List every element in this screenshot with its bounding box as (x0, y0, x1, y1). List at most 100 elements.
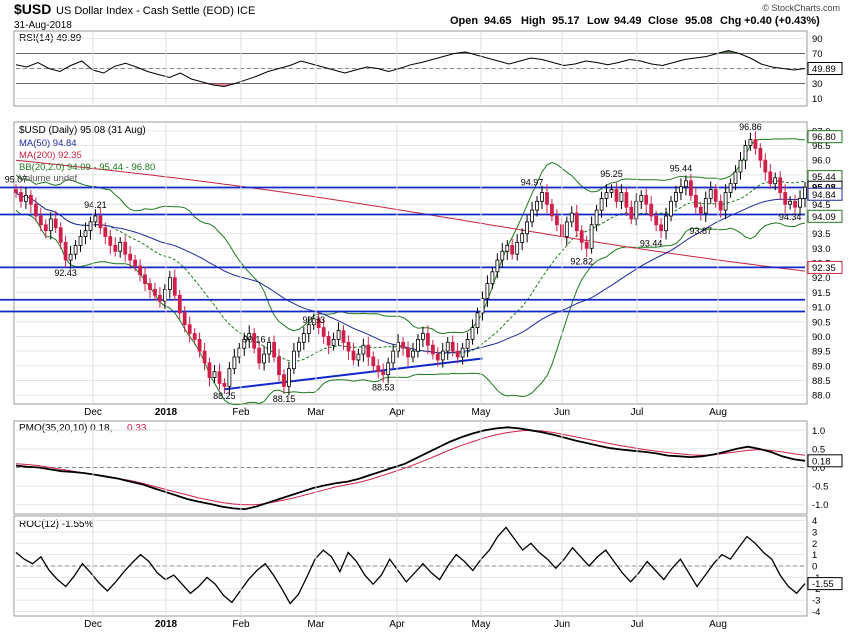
month-label: Mar (307, 407, 325, 418)
pmo-signal-legend: 0.33 (127, 423, 147, 434)
candle-body (664, 215, 668, 232)
candle-body (500, 250, 505, 261)
candle-body (73, 244, 78, 255)
candle-body (38, 215, 43, 226)
candle-body (34, 203, 38, 217)
month-label: Aug (709, 619, 727, 630)
y-tick-label: 30 (812, 79, 823, 90)
y-tick-label: 70 (812, 49, 823, 60)
candle-body (138, 265, 143, 276)
candle-body (108, 236, 113, 246)
candle-body (93, 215, 98, 223)
open-value: 94.65 (484, 15, 512, 27)
candle-body (331, 338, 336, 346)
low-label: Low (587, 15, 609, 27)
price-frame (13, 121, 808, 405)
candle-body (222, 382, 227, 387)
candle-body (128, 253, 133, 261)
price-annotation: 96.86 (739, 122, 762, 132)
candle-body (148, 283, 152, 290)
candle-body (768, 171, 773, 184)
candle-body (177, 294, 182, 314)
candle-body (689, 180, 693, 196)
price-annotation: 95.07 (5, 175, 28, 185)
candle-body (609, 189, 614, 193)
y-tick-label: 89.5 (812, 347, 831, 358)
y-tick-label: 0.0 (812, 463, 825, 474)
price-annotation: 93.87 (690, 226, 713, 236)
candle-body (341, 330, 346, 343)
price-tag-box (807, 209, 843, 223)
candle-body (748, 139, 753, 146)
y-tick-label: 1 (812, 550, 817, 561)
instrument-name: US Dollar Index - Cash Settle (EOD) ICE (56, 5, 255, 17)
price-tag: 96.80 (812, 132, 836, 143)
month-label: Jun (554, 407, 570, 418)
price-tag-box (807, 260, 843, 274)
chart-date: 31-Aug-2018 (14, 20, 72, 31)
candle-body (545, 192, 549, 205)
roc-legend: ROC(12) -1.55% (19, 519, 94, 530)
candle-body (267, 341, 272, 355)
candle-body (803, 186, 807, 199)
pmo-panel: PMO(35,20,10) 0.18, 0.33 1.0 0.5 0.0 -0.5 -1… (13, 420, 843, 515)
rsi-overbought-fill (16, 50, 805, 54)
y-tick-label: 90.0 (812, 332, 831, 343)
candle-body (470, 327, 475, 340)
y-tick-label: -0.5 (812, 482, 828, 493)
candle-body (550, 203, 554, 217)
month-label: 2018 (155, 407, 178, 418)
candle-body (579, 230, 584, 243)
y-tick-label: 91.0 (812, 303, 831, 314)
candle-body (78, 236, 83, 246)
candle-body (644, 194, 649, 205)
candle-body (247, 333, 252, 340)
y-tick-label: -4 (812, 607, 820, 618)
candle-body (237, 347, 242, 358)
y-tick-label: 90.5 (812, 317, 831, 328)
y-tick-label: 10 (812, 94, 823, 105)
roc-frame (13, 515, 808, 617)
candle-body (569, 212, 574, 223)
candle-body (535, 200, 539, 211)
price-legend-title: $USD (Daily) 95.08 (31 Aug) (19, 125, 146, 136)
candle-body (296, 341, 301, 352)
candle-body (48, 218, 53, 232)
last-value-tag-box (807, 454, 843, 468)
month-label: Apr (389, 619, 405, 630)
candle-body (262, 353, 267, 364)
candle-body (555, 215, 559, 226)
month-label: May (472, 619, 491, 630)
candle-body (619, 192, 624, 202)
candle-body (798, 197, 802, 208)
candle-body (232, 356, 237, 370)
price-annotation: 95.25 (600, 169, 623, 179)
candle-body (14, 189, 18, 193)
last-value-tag-box (807, 62, 843, 75)
candle-body (450, 341, 455, 352)
y-tick-label: 93.0 (812, 244, 831, 255)
candle-body (793, 200, 797, 208)
price-tag: 95.44 (812, 172, 836, 183)
candle-body (257, 347, 262, 364)
y-tick-label: 88.0 (812, 391, 831, 402)
candle-body (391, 350, 396, 364)
candle-body (88, 221, 93, 232)
candle-body (718, 200, 723, 211)
chg-value: +0.40 (+0.43%) (744, 15, 820, 27)
y-tick-label: 91.5 (812, 288, 831, 299)
candle-body (187, 324, 192, 334)
candle-body (614, 189, 619, 202)
candle-body (515, 241, 520, 255)
candle-body (336, 330, 341, 340)
pmo-frame (13, 420, 808, 515)
month-label: Dec (84, 407, 102, 418)
month-label: Apr (389, 407, 405, 418)
candle-body (698, 206, 703, 214)
pmo-line (15, 426, 806, 511)
candle-body (242, 338, 247, 349)
candle-body (381, 371, 386, 376)
candle-body (351, 350, 356, 361)
y-tick-label: -3 (812, 596, 820, 607)
